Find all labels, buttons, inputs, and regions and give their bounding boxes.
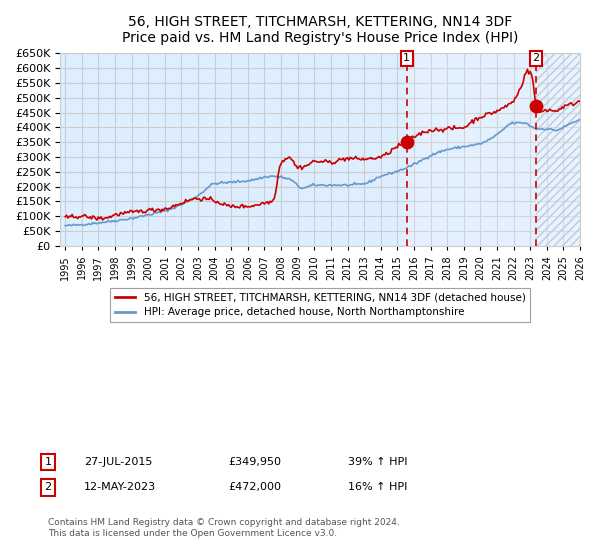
Text: £349,950: £349,950 (228, 457, 281, 467)
Text: 2: 2 (44, 482, 52, 492)
Text: 16% ↑ HPI: 16% ↑ HPI (348, 482, 407, 492)
Bar (536, 53, 580, 246)
Bar (536, 53, 580, 246)
Text: £472,000: £472,000 (228, 482, 281, 492)
Text: 39% ↑ HPI: 39% ↑ HPI (348, 457, 407, 467)
Point (402, 138, 412, 147)
Text: 1: 1 (44, 457, 52, 467)
Title: 56, HIGH STREET, TITCHMARSH, KETTERING, NN14 3DF
Price paid vs. HM Land Registry: 56, HIGH STREET, TITCHMARSH, KETTERING, … (122, 15, 518, 45)
Point (532, 101, 541, 110)
Legend: 56, HIGH STREET, TITCHMARSH, KETTERING, NN14 3DF (detached house), HPI: Average : 56, HIGH STREET, TITCHMARSH, KETTERING, … (110, 288, 530, 321)
Text: Contains HM Land Registry data © Crown copyright and database right 2024.
This d: Contains HM Land Registry data © Crown c… (48, 518, 400, 538)
Text: 12-MAY-2023: 12-MAY-2023 (84, 482, 156, 492)
Text: 1: 1 (403, 53, 410, 63)
Text: 27-JUL-2015: 27-JUL-2015 (84, 457, 152, 467)
Bar (407, 53, 536, 246)
Text: 2: 2 (533, 53, 540, 63)
